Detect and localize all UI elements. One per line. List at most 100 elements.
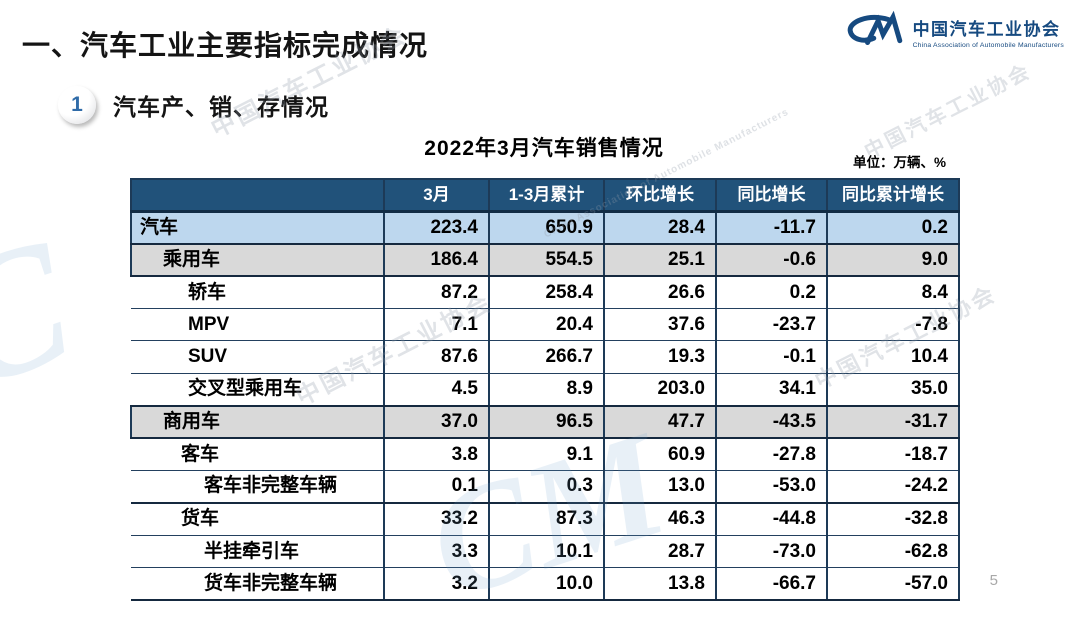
cell-value: 10.1 xyxy=(489,535,605,569)
cell-value: 10.4 xyxy=(827,340,960,374)
row-label: 汽车 xyxy=(130,211,385,245)
cell-value: 4.5 xyxy=(384,373,490,407)
row-label: 客车 xyxy=(131,438,385,472)
column-header xyxy=(130,177,385,213)
cell-value: 25.1 xyxy=(604,243,717,278)
cell-value: 7.1 xyxy=(384,308,490,342)
row-label: 货车 xyxy=(131,502,385,536)
cell-value: 0.1 xyxy=(384,470,490,504)
cell-value: 3.8 xyxy=(384,438,490,472)
table-row: SUV 87.6 266.7 19.3 -0.1 10.4 xyxy=(131,340,960,374)
column-header: 同比累计增长 xyxy=(826,177,960,213)
table-row: 商用车 37.0 96.5 47.7 -43.5 -31.7 xyxy=(130,405,960,440)
cell-value: -18.7 xyxy=(827,438,960,472)
cell-value: 87.6 xyxy=(384,340,490,374)
column-header: 3月 xyxy=(383,177,490,213)
cell-value: 87.2 xyxy=(384,276,490,310)
row-label: 交叉型乘用车 xyxy=(131,373,385,407)
cell-value: 35.0 xyxy=(827,373,960,407)
cell-value: 47.7 xyxy=(604,405,717,440)
table-row: 客车非完整车辆 0.1 0.3 13.0 -53.0 -24.2 xyxy=(131,470,960,504)
table-row: 交叉型乘用车 4.5 8.9 203.0 34.1 35.0 xyxy=(131,373,960,407)
cell-value: 0.3 xyxy=(489,470,605,504)
cell-value: -27.8 xyxy=(716,438,828,472)
cell-value: 28.7 xyxy=(604,535,717,569)
cell-value: 223.4 xyxy=(384,211,490,245)
table-row: 轿车 87.2 258.4 26.6 0.2 8.4 xyxy=(131,276,960,310)
watermark-logo-swoosh: C xyxy=(0,200,93,427)
cell-value: -44.8 xyxy=(716,502,828,536)
cell-value: -0.6 xyxy=(716,243,828,278)
cell-value: -23.7 xyxy=(716,308,828,342)
cell-value: 650.9 xyxy=(489,211,605,245)
cell-value: 60.9 xyxy=(604,438,717,472)
cell-value: -53.0 xyxy=(716,470,828,504)
cell-value: -57.0 xyxy=(827,567,960,602)
row-label: 商用车 xyxy=(130,405,385,440)
cell-value: 28.4 xyxy=(604,211,717,245)
cell-value: 8.9 xyxy=(489,373,605,407)
cell-value: -32.8 xyxy=(827,502,960,536)
cell-value: 8.4 xyxy=(827,276,960,310)
cell-value: 96.5 xyxy=(489,405,605,440)
cell-value: 186.4 xyxy=(384,243,490,278)
table-row: MPV 7.1 20.4 37.6 -23.7 -7.8 xyxy=(131,308,960,342)
sales-table-body: 汽车 223.4 650.9 28.4 -11.7 0.2 乘用车 186.4 554.5 25.… xyxy=(130,211,960,602)
cell-value: 46.3 xyxy=(604,502,717,536)
cell-value: 37.0 xyxy=(384,405,490,440)
association-logo: 中国汽车工业协会 China Association of Automobile… xyxy=(844,10,1064,54)
cell-value: 266.7 xyxy=(489,340,605,374)
cell-value: -11.7 xyxy=(716,211,828,245)
column-header: 1-3月累计 xyxy=(488,177,605,213)
section-label: 汽车产、销、存情况 xyxy=(113,94,329,120)
table-row: 客车 3.8 9.1 60.9 -27.8 -18.7 xyxy=(131,438,960,472)
row-label: 半挂牵引车 xyxy=(131,535,385,569)
cell-value: -62.8 xyxy=(827,535,960,569)
section-heading: 1 汽车产、销、存情况 xyxy=(58,86,329,124)
cell-value: 34.1 xyxy=(716,373,828,407)
cell-value: 9.0 xyxy=(827,243,960,278)
column-header: 环比增长 xyxy=(603,177,717,213)
row-label: 轿车 xyxy=(131,276,385,310)
table-header-row: 3月 1-3月累计 环比增长 同比增长 同比累计增长 xyxy=(130,177,960,213)
cm-logo-icon xyxy=(847,10,902,46)
cell-value: 3.3 xyxy=(384,535,490,569)
table-row: 半挂牵引车 3.3 10.1 28.7 -73.0 -62.8 xyxy=(131,535,960,569)
cell-value: 0.2 xyxy=(827,211,960,245)
page-number: 5 xyxy=(989,572,998,589)
row-label: SUV xyxy=(131,340,385,374)
logo-name-cn: 中国汽车工业协会 xyxy=(912,20,1061,39)
cell-value: 9.1 xyxy=(489,438,605,472)
cell-value: -0.1 xyxy=(716,340,828,374)
unit-label: 单位：万辆、% xyxy=(852,155,946,170)
logo-text: 中国汽车工业协会 China Association of Automobile… xyxy=(913,15,1064,49)
table-row: 乘用车 186.4 554.5 25.1 -0.6 9.0 xyxy=(130,243,960,278)
row-label: 货车非完整车辆 xyxy=(131,567,385,602)
cell-value: -66.7 xyxy=(716,567,828,602)
cell-value: 10.0 xyxy=(489,567,605,602)
cell-value: 19.3 xyxy=(604,340,717,374)
page-title: 一、汽车工业主要指标完成情况 xyxy=(22,30,429,61)
section-number-badge: 1 xyxy=(58,86,96,124)
cell-value: 33.2 xyxy=(384,502,490,536)
row-label: 客车非完整车辆 xyxy=(131,470,385,504)
table-title: 2022年3月汽车销售情况 xyxy=(424,137,664,160)
cell-value: 13.8 xyxy=(604,567,717,602)
cell-value: 37.6 xyxy=(604,308,717,342)
table-row: 货车 33.2 87.3 46.3 -44.8 -32.8 xyxy=(131,502,960,536)
cell-value: 20.4 xyxy=(489,308,605,342)
cell-value: -24.2 xyxy=(827,470,960,504)
table-row: 汽车 223.4 650.9 28.4 -11.7 0.2 xyxy=(130,211,960,245)
cell-value: 203.0 xyxy=(604,373,717,407)
cell-value: 13.0 xyxy=(604,470,717,504)
cell-value: 0.2 xyxy=(716,276,828,310)
cell-value: -7.8 xyxy=(827,308,960,342)
row-label: 乘用车 xyxy=(130,243,385,278)
cell-value: 554.5 xyxy=(489,243,605,278)
sales-table: 3月 1-3月累计 环比增长 同比增长 同比累计增长 汽车 223.4 650.9 28.4-… xyxy=(130,177,960,602)
cell-value: -43.5 xyxy=(716,405,828,440)
cell-value: 258.4 xyxy=(489,276,605,310)
column-header: 同比增长 xyxy=(715,177,828,213)
cell-value: 26.6 xyxy=(604,276,717,310)
cell-value: 3.2 xyxy=(384,567,490,602)
